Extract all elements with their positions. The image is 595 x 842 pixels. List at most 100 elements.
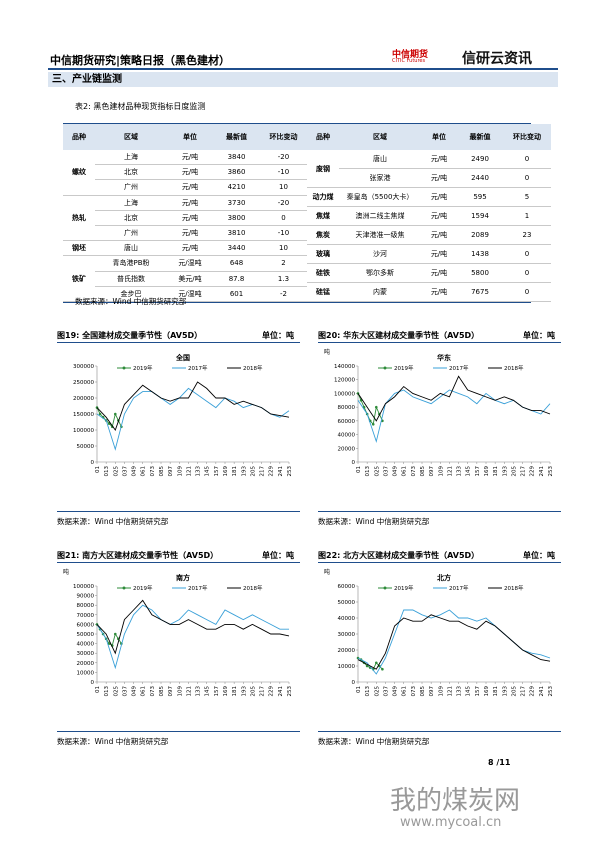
x-tick-label: 037 — [122, 466, 128, 477]
table-cell: -10 — [260, 225, 307, 242]
series-marker — [98, 412, 102, 416]
series-line — [357, 614, 551, 670]
figure-title: 图19: 全国建材成交量季节性（AV5D） — [57, 331, 203, 340]
x-tick-label: 025 — [374, 466, 380, 477]
x-tick-label: 01 — [356, 466, 362, 473]
x-tick-label: 121 — [447, 686, 453, 697]
y-tick-label: 60000 — [338, 419, 356, 425]
figure-unit: 单位：吨 — [523, 331, 555, 340]
table-cell: 1438 — [457, 244, 503, 264]
y-tick-label: 50000 — [77, 444, 95, 450]
area-label: 华东 — [437, 353, 451, 362]
series-marker — [371, 422, 375, 426]
x-tick-label: 049 — [393, 466, 399, 477]
table-cell: 元/吨 — [421, 282, 457, 302]
y-tick-label: 100000 — [334, 391, 355, 397]
y-tick-label: 40000 — [338, 616, 356, 622]
series-line — [96, 381, 290, 431]
x-tick-label: 193 — [241, 686, 247, 697]
x-tick-label: 073 — [150, 686, 156, 697]
x-tick-label: 025 — [113, 686, 119, 697]
table-cell: 元/吨 — [421, 263, 457, 283]
table-cell: -2 — [260, 286, 307, 302]
table-row: 硅铁 鄂尔多斯 元/吨 5800 0 — [307, 263, 551, 283]
legend-marker — [383, 586, 387, 590]
table-cell: 元/吨 — [421, 168, 457, 189]
column-header: 区域 — [95, 124, 167, 150]
table-cell: 北京 — [95, 210, 167, 226]
x-tick-label: 013 — [104, 686, 110, 697]
x-tick-label: 061 — [402, 686, 408, 697]
table-cell: 2490 — [457, 150, 503, 170]
table-cell: 87.8 — [213, 271, 260, 287]
x-tick-label: 121 — [447, 466, 453, 477]
x-tick-label: 205 — [250, 466, 256, 477]
table-row: 广州 元/吨 4210 10 — [63, 179, 307, 196]
x-tick-label: 085 — [159, 466, 165, 477]
series-marker — [107, 642, 111, 645]
table: 品种 区域 单位 最新值 环比变动 螺纹 上海 元/吨 3840 -20 北京 元/吨 3860 -10 广… — [63, 123, 551, 303]
table-cell: 广州 — [95, 179, 167, 196]
x-tick-label: 133 — [196, 686, 202, 697]
x-tick-label: 157 — [214, 686, 220, 697]
y-axis-label: 吨 — [324, 348, 330, 356]
legend-label: 2019年 — [394, 584, 414, 592]
column-header: 品种 — [63, 124, 95, 150]
x-tick-label: 073 — [411, 686, 417, 697]
table-cell: 元/吨 — [167, 210, 213, 226]
x-tick-label: 145 — [205, 466, 211, 477]
header-row: 品种 区域 单位 最新值 环比变动 — [307, 124, 551, 151]
table-caption: 表2: 黑色建材品种现货指标日度监测 — [75, 102, 206, 111]
y-tick-label: 0 — [91, 460, 95, 466]
x-tick-label: 169 — [223, 466, 229, 477]
x-tick-label: 253 — [287, 686, 293, 697]
x-tick-label: 109 — [438, 466, 444, 477]
area-label: 北方 — [437, 573, 451, 582]
y-tick-label: 0 — [91, 680, 95, 686]
series-line — [357, 609, 551, 675]
x-tick-label: 133 — [457, 466, 463, 477]
figure-rule — [57, 342, 300, 343]
legend-label: 2019年 — [133, 584, 153, 592]
logo-en: CITIC Futures — [392, 58, 426, 64]
y-tick-label: 120000 — [334, 378, 355, 384]
x-tick-label: 205 — [511, 466, 517, 477]
table-row: 硅锰 内蒙 元/吨 7675 0 — [307, 282, 551, 302]
table-cell: 美元/吨 — [167, 271, 213, 287]
x-tick-label: 169 — [484, 466, 490, 477]
legend-label: 2017年 — [449, 584, 469, 592]
variety-cell: 硅锰 — [307, 282, 339, 302]
y-tick-label: 90000 — [77, 594, 95, 600]
table-cell: -20 — [260, 195, 307, 211]
table-cell: 元/湿吨 — [167, 255, 213, 272]
x-tick-label: 241 — [539, 686, 545, 697]
figure-rule — [318, 342, 561, 343]
table-cell: 秦皇岛（5500大卡） — [339, 187, 421, 208]
x-tick-label: 025 — [113, 466, 119, 477]
table-cell: 元/吨 — [421, 187, 457, 208]
x-tick-label: 01 — [356, 686, 362, 693]
table-row: 铁矿 青岛港PB粉 元/湿吨 648 2 — [63, 255, 307, 302]
column-header: 环比变动 — [503, 124, 551, 151]
figure-rule — [318, 562, 561, 563]
column-header: 品种 — [307, 124, 339, 151]
table-cell: 0 — [503, 150, 551, 170]
x-tick-label: 133 — [196, 466, 202, 477]
x-tick-label: 145 — [466, 686, 472, 697]
series-marker — [113, 632, 117, 636]
x-tick-label: 229 — [530, 466, 536, 477]
legend-label: 2018年 — [504, 584, 524, 592]
table-row: 广州 元/吨 3810 -10 — [63, 225, 307, 242]
table-row: 焦炭 天津港准一级焦 元/吨 2089 23 — [307, 225, 551, 245]
header-title: 中信期货研究|策略日报（黑色建材） — [50, 54, 231, 67]
table-cell: 0 — [503, 244, 551, 264]
table-cell: 7675 — [457, 282, 503, 302]
variety-cell: 硅铁 — [307, 263, 339, 283]
table-half: 品种 区域 单位 最新值 环比变动 废钢 唐山 元/吨 2490 0 张家港 元/吨 2440 0 动力煤秦… — [307, 124, 551, 302]
y-tick-label: 250000 — [73, 380, 94, 386]
table-cell: 595 — [457, 187, 503, 208]
variety-cell: 螺纹 — [63, 150, 95, 196]
x-tick-label: 205 — [511, 686, 517, 697]
column-header: 环比变动 — [260, 124, 307, 150]
